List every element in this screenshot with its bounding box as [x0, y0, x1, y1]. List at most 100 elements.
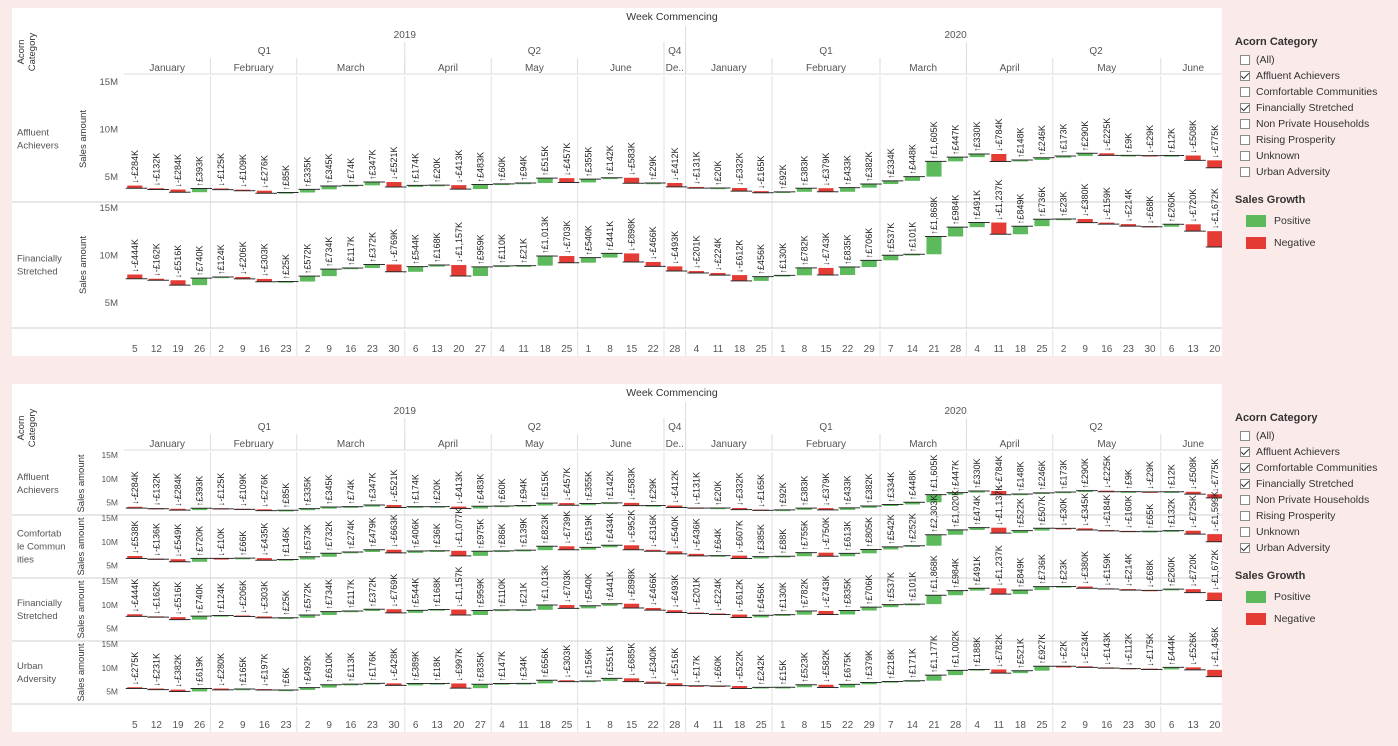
- filter-checkbox[interactable]: [1240, 463, 1250, 473]
- delta-label: ↑£393K: [195, 476, 205, 507]
- day-tick-label: 8: [607, 344, 613, 355]
- day-tick-label: 2: [1061, 720, 1067, 731]
- delta-label: ↓-£131K: [691, 472, 701, 506]
- filter-checkbox[interactable]: [1240, 495, 1250, 505]
- filter-label: (All): [1256, 430, 1275, 442]
- day-tick-label: 1: [586, 344, 592, 355]
- row-header-label: AcornCategory: [16, 32, 38, 71]
- waterfall-bar: [624, 502, 640, 506]
- filter-item-affluent-achievers[interactable]: Affluent Achievers: [1232, 444, 1392, 460]
- filter-item-urban-adversity[interactable]: Urban Adversity: [1232, 540, 1392, 556]
- waterfall-bar: [408, 185, 424, 187]
- waterfall-bar: [624, 678, 640, 682]
- delta-label: ↓-£1,436K: [1210, 627, 1220, 668]
- filter-checkbox[interactable]: [1240, 543, 1250, 553]
- waterfall-bar: [1207, 231, 1222, 248]
- delta-label: ↑£347K: [367, 472, 377, 503]
- filter-checkbox[interactable]: [1240, 479, 1250, 489]
- filter-checkbox[interactable]: [1240, 135, 1250, 145]
- filter-checkbox[interactable]: [1240, 431, 1250, 441]
- waterfall-bar: [948, 157, 964, 162]
- delta-label: ↓-£382K: [173, 654, 183, 688]
- day-tick-label: 7: [888, 344, 894, 355]
- delta-label: ↑£619K: [195, 656, 205, 687]
- y-tick-label: 5M: [106, 561, 118, 571]
- y-tick-label: 15M: [101, 513, 118, 523]
- waterfall-bar: [710, 187, 726, 190]
- delta-label: ↑£242K: [756, 655, 766, 686]
- day-tick-label: 16: [345, 720, 357, 731]
- filter-item-all[interactable]: (All): [1232, 52, 1392, 68]
- day-tick-label: 13: [1188, 720, 1200, 731]
- filter-item-non-private-households[interactable]: Non Private Households: [1232, 116, 1392, 132]
- filter-item-all[interactable]: (All): [1232, 428, 1392, 444]
- filter-label: Urban Adversity: [1256, 542, 1331, 554]
- delta-label: ↓-£284K: [173, 473, 183, 507]
- filter-checkbox[interactable]: [1240, 55, 1250, 65]
- sales-growth-title: Sales Growth: [1235, 194, 1306, 206]
- day-tick-label: 25: [1036, 720, 1048, 731]
- delta-label: ↓-£280K: [216, 653, 226, 687]
- waterfall-bar: [645, 607, 661, 611]
- waterfall-bar: [213, 558, 229, 560]
- filter-item-comfortable-communities[interactable]: Comfortable Communities: [1232, 460, 1392, 476]
- delta-label: ↑£572K: [303, 244, 313, 275]
- filter-checkbox[interactable]: [1240, 511, 1250, 521]
- day-tick-label: 22: [648, 720, 660, 731]
- filter-item-unknown[interactable]: Unknown: [1232, 524, 1392, 540]
- delta-label: ↓-£68K: [1145, 196, 1155, 225]
- filter-checkbox[interactable]: [1240, 71, 1250, 81]
- filter-item-financially-stretched[interactable]: Financially Stretched: [1232, 476, 1392, 492]
- filter-item-affluent-achievers[interactable]: Affluent Achievers: [1232, 68, 1392, 84]
- delta-label: ↑£1,013K: [540, 565, 550, 603]
- filter-item-financially-stretched[interactable]: Financially Stretched: [1232, 100, 1392, 116]
- filter-item-rising-prosperity[interactable]: Rising Prosperity: [1232, 132, 1392, 148]
- filter-item-non-private-households[interactable]: Non Private Households: [1232, 492, 1392, 508]
- filter-checkbox[interactable]: [1240, 87, 1250, 97]
- filter-checkbox[interactable]: [1240, 167, 1250, 177]
- delta-label: ↓-£997K: [454, 648, 464, 682]
- waterfall-bar: [278, 689, 294, 692]
- y-tick-label: 15M: [101, 639, 118, 649]
- delta-label: ↑£9K: [1123, 133, 1133, 154]
- panel-top: Week Commencing AcornCategory 2019 2020 Q1 Q2…: [12, 8, 1222, 356]
- filter-item-comfortable-communities[interactable]: Comfortable Communities: [1232, 84, 1392, 100]
- delta-label: ↑£347K: [367, 150, 377, 181]
- filter-checkbox[interactable]: [1240, 119, 1250, 129]
- delta-label: ↑£540K: [583, 573, 593, 604]
- delta-label: ↓-£583K: [627, 142, 637, 176]
- waterfall-bar: [688, 186, 704, 189]
- filter-item-unknown[interactable]: Unknown: [1232, 148, 1392, 164]
- legend-positive: Positive: [1232, 210, 1392, 232]
- delta-label: ↑£23K: [1059, 559, 1069, 585]
- waterfall-bar: [753, 191, 769, 193]
- delta-label: ↑£252K: [907, 513, 917, 544]
- delta-label: ↓-£68K: [1145, 560, 1155, 589]
- delta-label: ↑£372K: [367, 232, 377, 263]
- waterfall-bar: [1077, 586, 1093, 589]
- waterfall-bar: [818, 267, 834, 275]
- filter-item-rising-prosperity[interactable]: Rising Prosperity: [1232, 508, 1392, 524]
- waterfall-bar: [1185, 224, 1201, 232]
- waterfall-bar: [343, 268, 359, 270]
- delta-label: ↑£330K: [972, 121, 982, 152]
- filter-checkbox[interactable]: [1240, 151, 1250, 161]
- waterfall-bar: [559, 680, 575, 682]
- delta-label: ↑£734K: [324, 579, 334, 610]
- filter-checkbox[interactable]: [1240, 103, 1250, 113]
- waterfall-bar: [559, 546, 575, 550]
- row-urban-adversity: Urban Adversity Sales amount 15M 10M 5M ↓-£275…: [17, 627, 1222, 704]
- delta-label: ↑£551K: [605, 646, 615, 677]
- day-tick-label: 23: [280, 720, 292, 731]
- day-tick-label: 28: [950, 344, 962, 355]
- filter-checkbox[interactable]: [1240, 447, 1250, 457]
- row-label: Comfortab le Commun ities: [17, 529, 66, 566]
- waterfall-bar: [1099, 222, 1115, 225]
- waterfall-bar: [300, 615, 316, 618]
- delta-label: ↓-£508K: [1188, 120, 1198, 154]
- filter-checkbox[interactable]: [1240, 527, 1250, 537]
- filter-item-urban-adversity[interactable]: Urban Adversity: [1232, 164, 1392, 180]
- y-tick-label: 10M: [100, 125, 119, 136]
- waterfall-bar: [969, 490, 985, 493]
